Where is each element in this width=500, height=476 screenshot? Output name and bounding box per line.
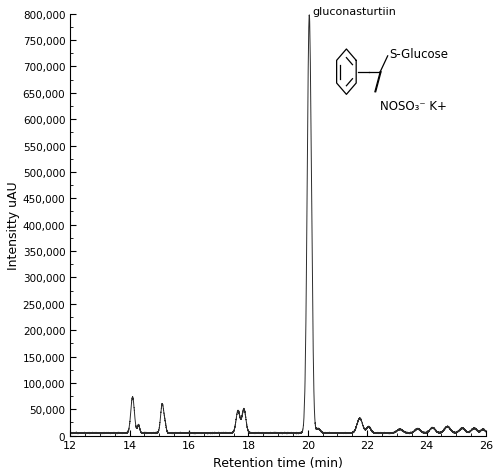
Text: S-Glucose: S-Glucose	[389, 48, 448, 60]
Y-axis label: Intensitty uAU: Intensitty uAU	[7, 181, 20, 269]
Text: gluconasturtiin: gluconasturtiin	[312, 7, 396, 17]
X-axis label: Retention time (min): Retention time (min)	[213, 456, 343, 469]
Text: NOSO₃⁻ K+: NOSO₃⁻ K+	[380, 100, 447, 113]
